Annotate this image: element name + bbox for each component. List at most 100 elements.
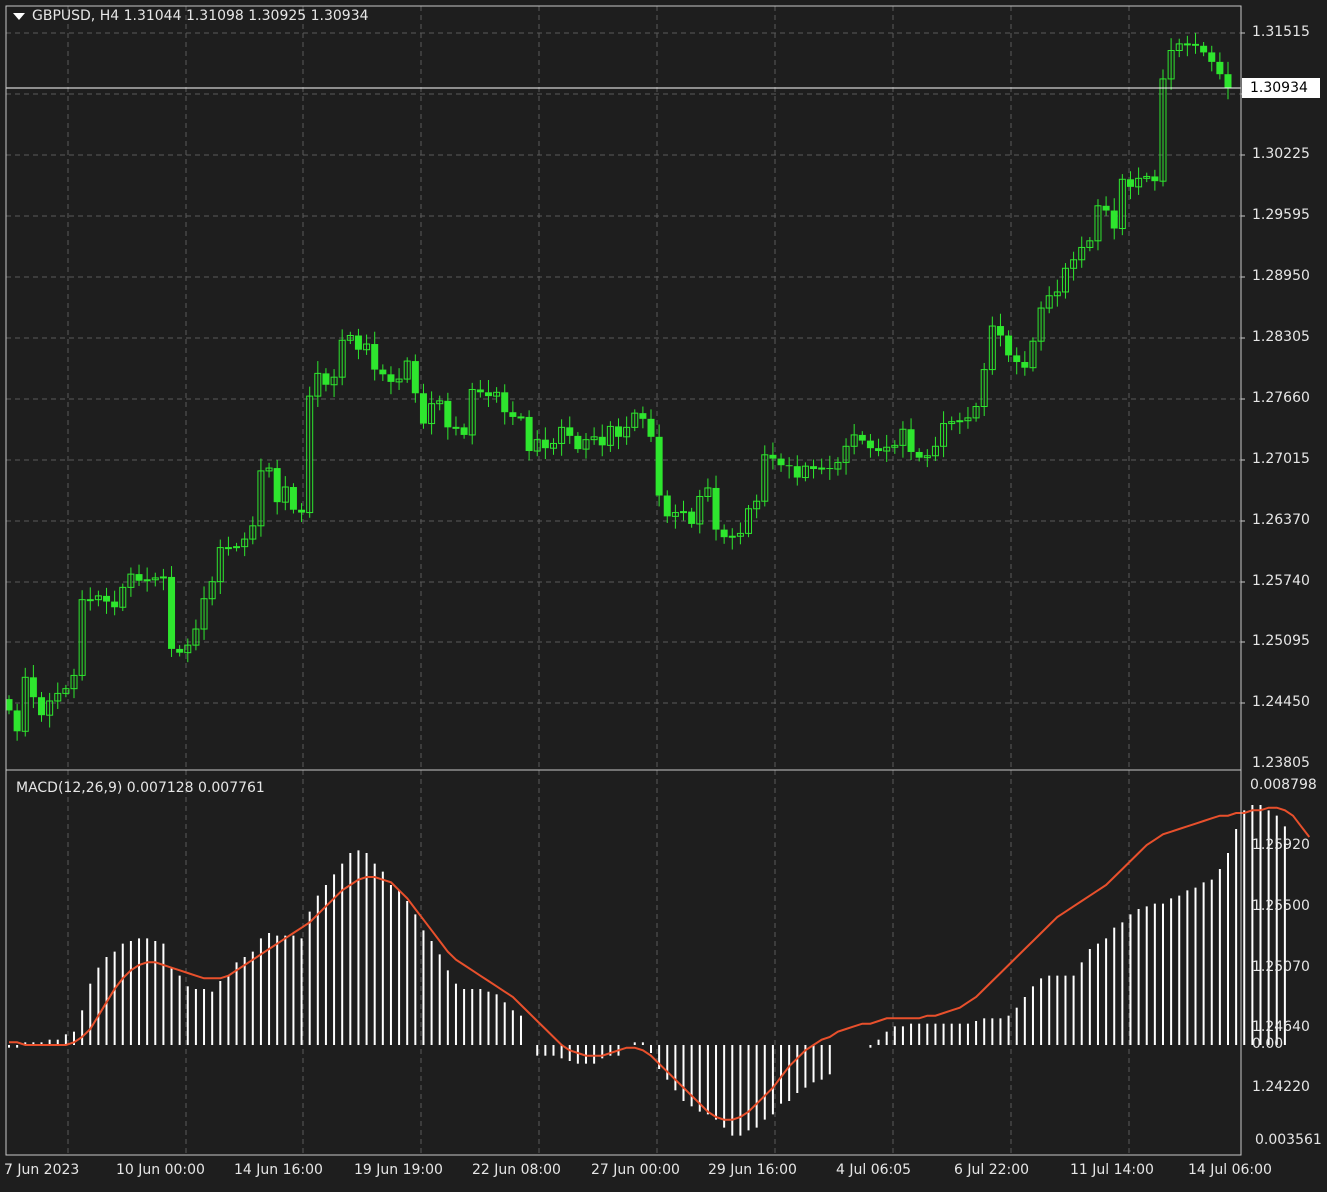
candle-body-bear (996, 326, 1004, 336)
candle-body-bull (883, 446, 891, 452)
candle-body-bear (663, 495, 671, 517)
candle-body-bull (704, 487, 712, 497)
candle-body-bear (866, 440, 874, 449)
candle-body-bear (1005, 335, 1013, 356)
macd-pane-frame (5, 769, 1242, 1156)
price-tick-label: 1.25740 (1252, 573, 1310, 589)
candle-body-bull (127, 573, 135, 588)
candle-body-bear (379, 369, 387, 375)
candle-body-bull (728, 535, 736, 538)
candle-body-bull (590, 436, 598, 441)
candle-body-bear (769, 454, 777, 459)
time-tick-label: 29 Jun 16:00 (708, 1162, 797, 1178)
candle-body-bear (322, 373, 330, 385)
candle-body-bull (1143, 175, 1151, 179)
candle-body-bear (858, 434, 866, 441)
candle-body-bull (558, 426, 566, 444)
macd-tick-label: 1.25920 (1252, 837, 1310, 853)
candle-body-bull (1045, 295, 1053, 309)
candle-body-bull (834, 461, 842, 470)
candle-body-bull (338, 339, 346, 378)
symbol-dropdown-icon[interactable] (13, 13, 25, 20)
candle-body-bull (1094, 205, 1102, 242)
candle-body-bull (468, 388, 476, 436)
candle-body-bull (1086, 240, 1094, 248)
price-tick-label: 1.23805 (1252, 755, 1310, 771)
candle-body-bull (696, 495, 704, 525)
candle-body-bear (460, 427, 468, 435)
candle-body-bull (46, 700, 54, 716)
candle-body-bear (574, 435, 582, 450)
candle-body-bear (1191, 43, 1199, 46)
candle-body-bear (793, 466, 801, 478)
candle-body-bear (168, 576, 176, 649)
candle-body-bear (777, 458, 785, 466)
candle-body-bull (671, 512, 679, 517)
candle-body-bear (484, 392, 492, 397)
time-tick-label: 22 Jun 08:00 (472, 1162, 561, 1178)
candle-body-bear (1216, 61, 1224, 75)
candle-body-bear (541, 439, 549, 449)
symbol-info: GBPUSD, H4 1.31044 1.31098 1.30925 1.309… (32, 8, 369, 24)
candle-body-bear (875, 448, 883, 452)
candle-body-bull (452, 426, 460, 429)
time-tick-label: 11 Jul 14:00 (1070, 1162, 1154, 1178)
price-tick-label: 1.27660 (1252, 390, 1310, 406)
candle-body-bull (631, 412, 639, 428)
candle-body-bull (249, 525, 257, 540)
candle-body-bear (298, 509, 306, 513)
price-tick-label: 1.29595 (1252, 207, 1310, 223)
candle-body-bull (346, 335, 354, 341)
candle-body-bull (964, 417, 972, 422)
candle-body-bull (980, 369, 988, 408)
candle-body-bear (273, 468, 281, 503)
candle-body-bear (525, 416, 533, 452)
candle-body-bull (972, 406, 980, 419)
candle-body-bear (1224, 74, 1232, 89)
time-tick-label: 6 Jul 22:00 (954, 1162, 1030, 1178)
candle-body-bull (208, 581, 216, 600)
candle-body-bull (1070, 259, 1078, 269)
price-tick-label: 1.25095 (1252, 633, 1310, 649)
candle-body-bull (1159, 78, 1167, 182)
candle-body-bull (753, 500, 761, 510)
candle-body-bull (948, 421, 956, 425)
candle-body-bear (444, 400, 452, 428)
candle-body-bull (233, 546, 241, 549)
candle-body-bull (1183, 43, 1191, 46)
candle-body-bear (688, 511, 696, 524)
time-tick-label: 27 Jun 00:00 (591, 1162, 680, 1178)
candle-body-bull (988, 325, 996, 371)
candle-body-bear (5, 699, 13, 711)
candle-body-bull (395, 378, 403, 383)
candle-body-bear (509, 412, 517, 417)
candle-body-bear (371, 344, 379, 370)
macd-tick-label: 1.24640 (1252, 1019, 1310, 1035)
candle-body-bull (192, 628, 200, 646)
candle-body-bear (13, 710, 21, 732)
macd-info: MACD(12,26,9) 0.007128 0.007761 (16, 780, 265, 796)
candle-body-bull (403, 360, 411, 380)
candle-body-bear (810, 466, 818, 470)
candle-body-bear (826, 468, 834, 470)
candle-body-bull (314, 372, 322, 397)
price-tick-label: 1.27015 (1252, 451, 1310, 467)
price-tick-label: 1.24450 (1252, 694, 1310, 710)
candle-body-bull (891, 444, 899, 448)
candle-body-bear (501, 392, 509, 413)
candle-body-bull (151, 577, 159, 581)
candle-body-bear (615, 426, 622, 437)
candle-body-bull (216, 547, 224, 583)
time-tick-label: 14 Jul 06:00 (1188, 1162, 1272, 1178)
time-tick-label: 10 Jun 00:00 (116, 1162, 205, 1178)
candle-body-bull (1135, 177, 1143, 188)
candle-body-bull (428, 403, 436, 425)
candle-body-bear (103, 595, 111, 602)
macd-tick-label: 1.25070 (1252, 959, 1310, 975)
candle-body-bull (1029, 340, 1037, 369)
candle-body-bull (623, 426, 631, 438)
price-tick-label: 1.28305 (1252, 329, 1310, 345)
candle-body-bear (354, 335, 362, 350)
macd-tick-label: 0.008798 (1250, 777, 1317, 793)
